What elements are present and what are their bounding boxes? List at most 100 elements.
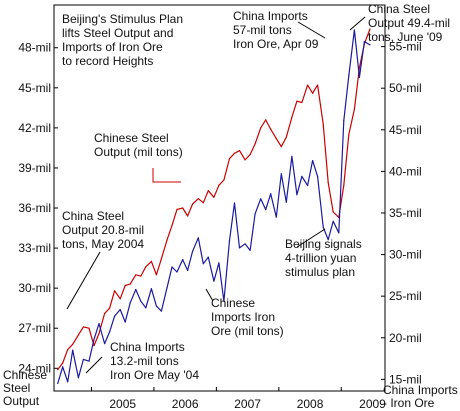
right-tick-label: 45-mil [389, 123, 422, 137]
steel-output-point [223, 179, 225, 181]
iron-ore-imports-point [301, 175, 303, 177]
iron-ore-imports-point [317, 175, 319, 177]
left-tick-label: 30-mil [18, 281, 51, 295]
x-tick-label: 2009 [359, 397, 386, 411]
annotation-imports-apr-2009-line: Iron Ore, Apr 09 [233, 37, 319, 51]
right-tick-label: 35-mil [389, 206, 422, 220]
iron-ore-imports-point [187, 269, 189, 271]
iron-ore-imports-point [98, 323, 100, 325]
steel-output-point [166, 239, 168, 241]
steel-output-point [265, 119, 267, 121]
steel-output-point [358, 67, 360, 69]
annotation-steel-jun-2009-line: tons, June '09 [368, 30, 443, 44]
iron-ore-imports-point [291, 155, 293, 157]
iron-ore-imports-point [285, 201, 287, 203]
iron-ore-imports-point [192, 250, 194, 252]
steel-output-point [327, 182, 329, 184]
chart-title-line: Beijing's Stimulus Plan [62, 12, 183, 26]
x-tick-label: 2007 [234, 397, 261, 411]
iron-ore-imports-point [353, 29, 355, 31]
left-tick-label: 39-mil [18, 161, 51, 175]
iron-ore-imports-point [82, 358, 84, 360]
steel-output-point [353, 108, 355, 110]
annotation-steel-may-2004-line: China Steel [62, 209, 124, 223]
iron-ore-imports-point [265, 209, 267, 211]
iron-ore-imports-point [307, 184, 309, 187]
steel-output-point [192, 203, 194, 205]
annotation-beijing-stimulus-line: stimulus plan [285, 265, 355, 279]
iron-ore-imports-point [327, 239, 329, 241]
annotation-imports-may-2004-line: Iron Ore May '04 [110, 368, 199, 382]
iron-ore-imports-point [322, 226, 324, 228]
steel-output-point [301, 101, 303, 104]
left-tick-label: 27-mil [18, 321, 51, 335]
steel-output-point [98, 333, 100, 335]
iron-ore-imports-point [202, 263, 204, 265]
steel-output-point [145, 266, 147, 268]
chart-title-line: Imports of Iron Ore [62, 40, 163, 54]
steel-output-point [332, 211, 334, 213]
iron-ore-imports-point [114, 315, 116, 317]
iron-ore-imports-point [88, 360, 90, 362]
leader-chinese-imports [205, 288, 214, 302]
x-tick-label: 2008 [297, 397, 324, 411]
series-lines [57, 28, 371, 385]
iron-ore-imports-point [332, 220, 334, 222]
annotation-imports-apr-2009-line: 57-mil tons [233, 23, 292, 37]
left-tick-label: 36-mil [18, 201, 51, 215]
iron-ore-imports-point [338, 232, 340, 234]
iron-ore-imports-point [244, 243, 246, 245]
iron-ore-imports-point [124, 321, 126, 323]
annotation-leaders [66, 16, 366, 374]
annotation-beijing-stimulus-line: Beijing signals [285, 237, 362, 251]
annotation-steel-jun-2009-line: Output 49.4-mil [368, 16, 450, 30]
iron-ore-imports-point [182, 259, 184, 261]
steel-output-point [150, 260, 152, 262]
steel-output-point [140, 275, 142, 277]
iron-ore-imports-point [233, 202, 236, 204]
left-tick-label: 24-mil [18, 361, 51, 375]
leader-steel-jun-2009 [349, 16, 366, 31]
iron-ore-imports-point [280, 173, 282, 175]
iron-ore-imports-point [249, 249, 251, 251]
steel-output-point [322, 123, 324, 125]
x-tick-label: 2005 [109, 397, 136, 411]
steel-output-point [285, 136, 287, 138]
steel-output-point [72, 343, 74, 345]
leader-imports-apr-2009 [297, 21, 326, 39]
imports-series-label-line: Imports Iron [211, 310, 275, 324]
iron-ore-imports-point [129, 302, 131, 304]
steel-output-point [228, 158, 231, 160]
left-tick-label: 42-mil [18, 121, 51, 135]
iron-ore-imports-point [312, 160, 314, 162]
steel-output-point [291, 116, 293, 118]
steel-output-point [93, 345, 95, 347]
steel-output-point [213, 196, 215, 198]
steel-output-point [88, 327, 90, 329]
steel-output-point [160, 258, 162, 260]
iron-ore-imports-point [145, 307, 147, 309]
steel-output-point [77, 334, 79, 336]
iron-ore-imports-point [363, 41, 365, 43]
iron-ore-imports-point [270, 193, 272, 195]
steel-output-point [207, 190, 209, 192]
steel-output-point [233, 152, 236, 154]
steel-output-point [275, 138, 277, 140]
annotation-imports-may-2004-line: China Imports [110, 340, 185, 354]
annotation-steel-jun-2009-line: China Steel [368, 2, 430, 16]
steel-series-label-line: Output (mil tons) [94, 145, 183, 159]
right-axis-label-line: China Imports [383, 383, 458, 397]
iron-ore-imports-point [67, 381, 69, 383]
left-tick-label: 45-mil [18, 81, 51, 95]
right-tick-label: 20-mil [389, 331, 422, 345]
iron-ore-imports-point [77, 377, 79, 379]
steel-output-point [57, 369, 59, 371]
steel-output-point [348, 134, 350, 136]
annotation-imports-may-2004-line: 13.2-mil tons [110, 354, 179, 368]
iron-ore-imports-point [207, 256, 209, 258]
iron-ore-imports-point [348, 75, 350, 77]
x-axis: 2005 2006 2007 2008 2009 [90, 387, 386, 411]
leader-beijing-stimulus [296, 228, 326, 248]
left-tick-label: 33-mil [18, 241, 51, 255]
